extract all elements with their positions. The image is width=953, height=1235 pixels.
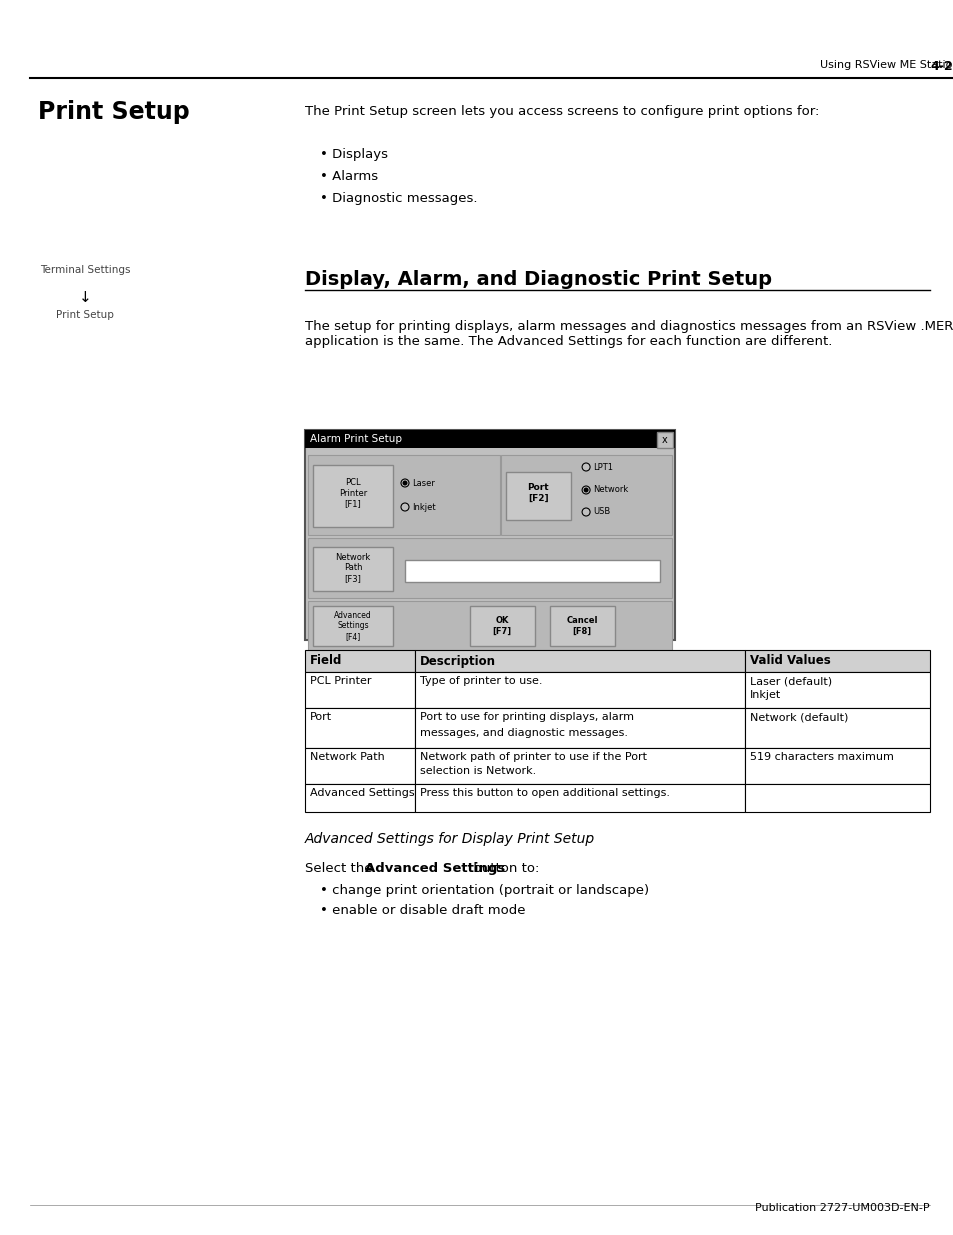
Bar xyxy=(305,784,415,811)
Bar xyxy=(415,748,744,784)
Text: LPT1: LPT1 xyxy=(593,462,613,472)
Text: Advanced Settings: Advanced Settings xyxy=(310,788,415,798)
Text: The setup for printing displays, alarm messages and diagnostics messages from an: The setup for printing displays, alarm m… xyxy=(305,320,952,348)
Text: Print Setup: Print Setup xyxy=(38,100,190,124)
Text: Network Path: Network Path xyxy=(310,752,384,762)
Text: Cancel
[F8]: Cancel [F8] xyxy=(566,616,598,636)
Text: messages, and diagnostic messages.: messages, and diagnostic messages. xyxy=(419,727,627,739)
Bar xyxy=(313,466,393,527)
Text: Laser: Laser xyxy=(412,478,435,488)
Text: Type of printer to use.: Type of printer to use. xyxy=(419,676,542,685)
Bar xyxy=(550,606,615,646)
Circle shape xyxy=(581,463,590,471)
Bar xyxy=(744,650,929,672)
Text: Field: Field xyxy=(310,655,342,667)
Bar xyxy=(415,672,744,708)
Text: Laser (default): Laser (default) xyxy=(749,676,831,685)
Text: Port: Port xyxy=(310,713,332,722)
Bar xyxy=(470,606,535,646)
Text: Description: Description xyxy=(419,655,496,667)
Text: PCL
Printer
[F1]: PCL Printer [F1] xyxy=(338,478,367,508)
Text: Publication 2727-UM003D-EN-P: Publication 2727-UM003D-EN-P xyxy=(755,1203,929,1213)
Bar xyxy=(405,559,659,582)
Text: Using RSView ME Station: Using RSView ME Station xyxy=(820,61,953,70)
Text: Port
[F2]: Port [F2] xyxy=(527,483,548,503)
Bar xyxy=(500,454,671,535)
Text: • Alarms: • Alarms xyxy=(319,170,377,183)
Circle shape xyxy=(581,508,590,516)
Bar xyxy=(308,601,671,651)
Bar xyxy=(305,748,415,784)
Text: Inkjet: Inkjet xyxy=(412,503,436,511)
Bar xyxy=(313,606,393,646)
Circle shape xyxy=(400,479,409,487)
Text: Advanced
Settings
[F4]: Advanced Settings [F4] xyxy=(334,611,372,641)
Text: Inkjet: Inkjet xyxy=(749,690,781,700)
Text: ↓: ↓ xyxy=(78,290,91,305)
Text: selection is Network.: selection is Network. xyxy=(419,767,536,777)
Text: Display, Alarm, and Diagnostic Print Setup: Display, Alarm, and Diagnostic Print Set… xyxy=(305,270,771,289)
Bar xyxy=(415,784,744,811)
Bar xyxy=(415,708,744,748)
Bar xyxy=(305,708,415,748)
Text: Valid Values: Valid Values xyxy=(749,655,830,667)
Text: USB: USB xyxy=(593,508,610,516)
Bar xyxy=(744,784,929,811)
Bar xyxy=(305,430,675,448)
Text: Terminal Settings: Terminal Settings xyxy=(40,266,131,275)
Bar xyxy=(506,472,571,520)
Text: Network
Path
[F3]: Network Path [F3] xyxy=(335,553,370,583)
Circle shape xyxy=(581,487,590,494)
Text: 4-21: 4-21 xyxy=(929,61,953,73)
Circle shape xyxy=(583,488,588,493)
Text: Advanced Settings: Advanced Settings xyxy=(365,862,505,876)
Text: Press this button to open additional settings.: Press this button to open additional set… xyxy=(419,788,669,798)
Text: OK
[F7]: OK [F7] xyxy=(492,616,511,636)
Bar xyxy=(415,650,744,672)
Text: • change print orientation (portrait or landscape): • change print orientation (portrait or … xyxy=(319,884,648,897)
Bar xyxy=(305,650,415,672)
Text: 519 characters maximum: 519 characters maximum xyxy=(749,752,893,762)
Text: Network path of printer to use if the Port: Network path of printer to use if the Po… xyxy=(419,752,646,762)
Bar xyxy=(744,708,929,748)
Text: • enable or disable draft mode: • enable or disable draft mode xyxy=(319,904,525,918)
Text: Print Setup: Print Setup xyxy=(56,310,113,320)
Circle shape xyxy=(402,480,407,485)
Text: • Displays: • Displays xyxy=(319,148,388,161)
Bar xyxy=(744,672,929,708)
Text: button to:: button to: xyxy=(469,862,538,876)
Bar xyxy=(313,547,393,592)
Text: • Diagnostic messages.: • Diagnostic messages. xyxy=(319,191,477,205)
Text: The Print Setup screen lets you access screens to configure print options for:: The Print Setup screen lets you access s… xyxy=(305,105,819,119)
Bar xyxy=(305,672,415,708)
Bar xyxy=(308,538,671,598)
Text: Select the: Select the xyxy=(305,862,376,876)
Text: Network (default): Network (default) xyxy=(749,713,847,722)
Text: x: x xyxy=(661,435,667,445)
Circle shape xyxy=(400,503,409,511)
Text: Network: Network xyxy=(593,485,628,494)
Text: Advanced Settings for Display Print Setup: Advanced Settings for Display Print Setu… xyxy=(305,832,595,846)
Text: Alarm Print Setup: Alarm Print Setup xyxy=(310,433,401,445)
Bar xyxy=(744,748,929,784)
Bar xyxy=(657,432,672,448)
Text: PCL Printer: PCL Printer xyxy=(310,676,371,685)
FancyBboxPatch shape xyxy=(305,430,675,640)
Text: Port to use for printing displays, alarm: Port to use for printing displays, alarm xyxy=(419,713,634,722)
Bar xyxy=(308,454,499,535)
